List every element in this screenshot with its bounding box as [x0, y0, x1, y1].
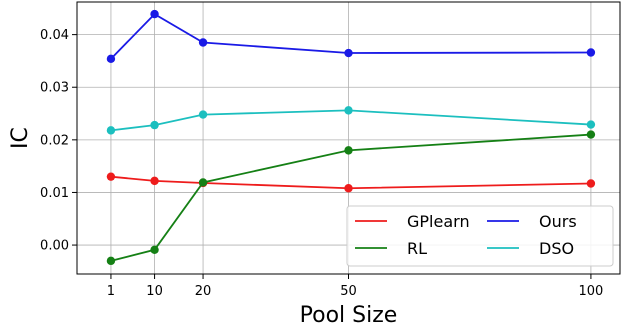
x-axis-title: Pool Size [300, 303, 398, 328]
data-point-dso [150, 120, 159, 130]
legend-label-dso: DSO [539, 239, 574, 258]
data-point-gplearn [106, 172, 116, 181]
x-tick-label: 20 [195, 284, 212, 299]
y-axis-title: IC [8, 127, 33, 149]
x-tick-label: 10 [146, 284, 163, 299]
x-tick-label: 100 [578, 284, 603, 299]
series-rl [106, 130, 596, 266]
data-point-dso [344, 106, 353, 115]
data-point-rl [344, 146, 353, 155]
data-point-dso [586, 120, 596, 129]
data-point-ours [586, 48, 596, 57]
series-ours [106, 9, 596, 64]
y-tick-label: 0.04 [40, 28, 69, 43]
data-point-ours [106, 54, 116, 64]
x-tick-label: 1 [107, 284, 115, 299]
y-tick-label: 0.02 [40, 133, 69, 148]
data-point-rl [150, 245, 159, 254]
data-point-rl [586, 130, 596, 139]
data-point-ours [198, 38, 208, 47]
y-tick-label: 0.00 [40, 239, 69, 254]
data-point-ours [150, 9, 159, 19]
data-point-gplearn [344, 184, 353, 193]
series-dso [106, 106, 596, 135]
legend-box [346, 205, 614, 267]
data-point-gplearn [586, 179, 596, 188]
y-tick-label: 0.01 [40, 186, 69, 201]
data-point-gplearn [150, 176, 159, 186]
x-tick-label: 50 [340, 284, 357, 299]
data-point-ours [344, 48, 353, 58]
series-gplearn [106, 172, 596, 193]
y-tick-label: 0.03 [40, 81, 69, 96]
axis-ticks: 1 10 20 50 100 0.00 0.01 0.02 0.03 0.04 [40, 28, 603, 299]
legend-label-ours: Ours [539, 212, 577, 231]
data-point-rl [106, 256, 116, 266]
legend-label-rl: RL [407, 239, 427, 258]
data-point-rl [198, 178, 208, 187]
data-point-dso [106, 126, 116, 135]
series-layer [106, 9, 596, 266]
legend-label-gplearn: GPlearn [407, 212, 470, 231]
data-point-dso [198, 110, 208, 119]
legend: GPlearn Ours RL DSO [346, 205, 614, 267]
